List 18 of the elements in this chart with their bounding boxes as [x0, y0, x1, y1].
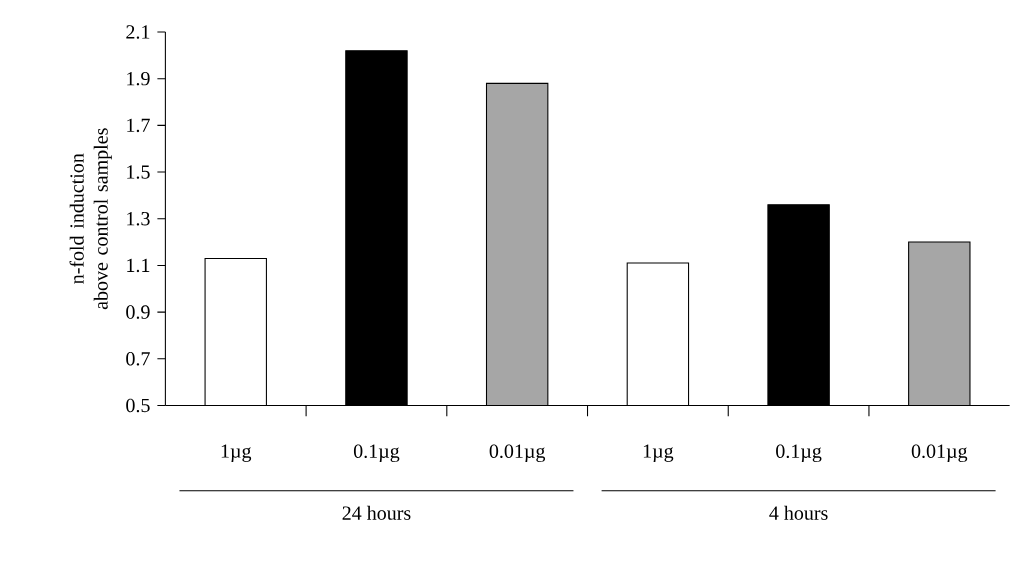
text: 4 hours — [769, 505, 828, 520]
y-tick-label: 1.5 — [127, 165, 150, 179]
y-tick-label: 1.9 — [127, 71, 150, 86]
y-tick-label: 1.1 — [127, 258, 150, 273]
y-axis-title: n-fold induction above control samples — [69, 128, 112, 310]
y-tick-label: 0.5 — [126, 398, 150, 413]
x-tick-label: 1µg — [643, 444, 674, 462]
y-tick-label: 2.1 — [126, 25, 150, 39]
x-tick-label: 1µg — [221, 444, 252, 462]
x-tick-label: 0.1µg — [776, 444, 822, 462]
text: 24 hours — [342, 505, 411, 520]
x-tick-label: 0.01µg — [911, 444, 968, 462]
x-tick-label: 0.01µg — [489, 444, 546, 462]
y-tick-label: 0.7 — [126, 351, 150, 366]
x-tick-label: 0.1µg — [353, 444, 400, 462]
y-tick-label: 1.3 — [127, 211, 150, 226]
y-tick-label: 0.9 — [126, 305, 150, 319]
y-tick-label: 1.7 — [127, 118, 150, 133]
